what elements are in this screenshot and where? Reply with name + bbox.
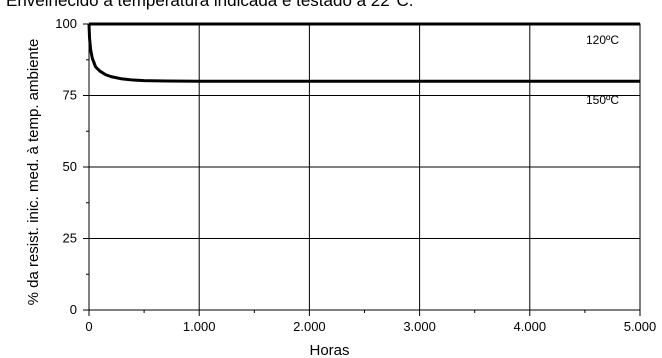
y-axis-title: % da resist. inic. med. à temp. ambiente	[25, 39, 42, 306]
series-label: 120ºC	[586, 33, 619, 47]
x-tick-label: 4.000	[514, 319, 547, 334]
labels: 120ºC 150ºC	[586, 33, 619, 107]
x-tick-label: 3.000	[403, 319, 436, 334]
y-tick-label: 75	[63, 88, 77, 103]
x-tick-label: 2.000	[293, 319, 326, 334]
y-tick-label: 50	[63, 159, 77, 174]
y-tick-label: 0	[70, 302, 77, 317]
x-tick-label: 5.000	[624, 319, 657, 334]
axes: 0 25 50 75 100 0 1.000 2.000 3.000 4.000 5.000	[55, 16, 656, 334]
series-label: 150ºC	[586, 93, 619, 107]
y-tick-label: 100	[55, 16, 77, 31]
x-tick-label: 0	[85, 319, 92, 334]
grid	[89, 23, 641, 310]
chart-caption: Envelhecido à temperatura indicada e tes…	[6, 0, 414, 10]
x-axis-title: Horas	[309, 342, 349, 358]
x-tick-label: 1.000	[183, 319, 216, 334]
y-tick-label: 25	[63, 231, 77, 246]
series-line	[87, 23, 640, 83]
series	[87, 22, 640, 83]
